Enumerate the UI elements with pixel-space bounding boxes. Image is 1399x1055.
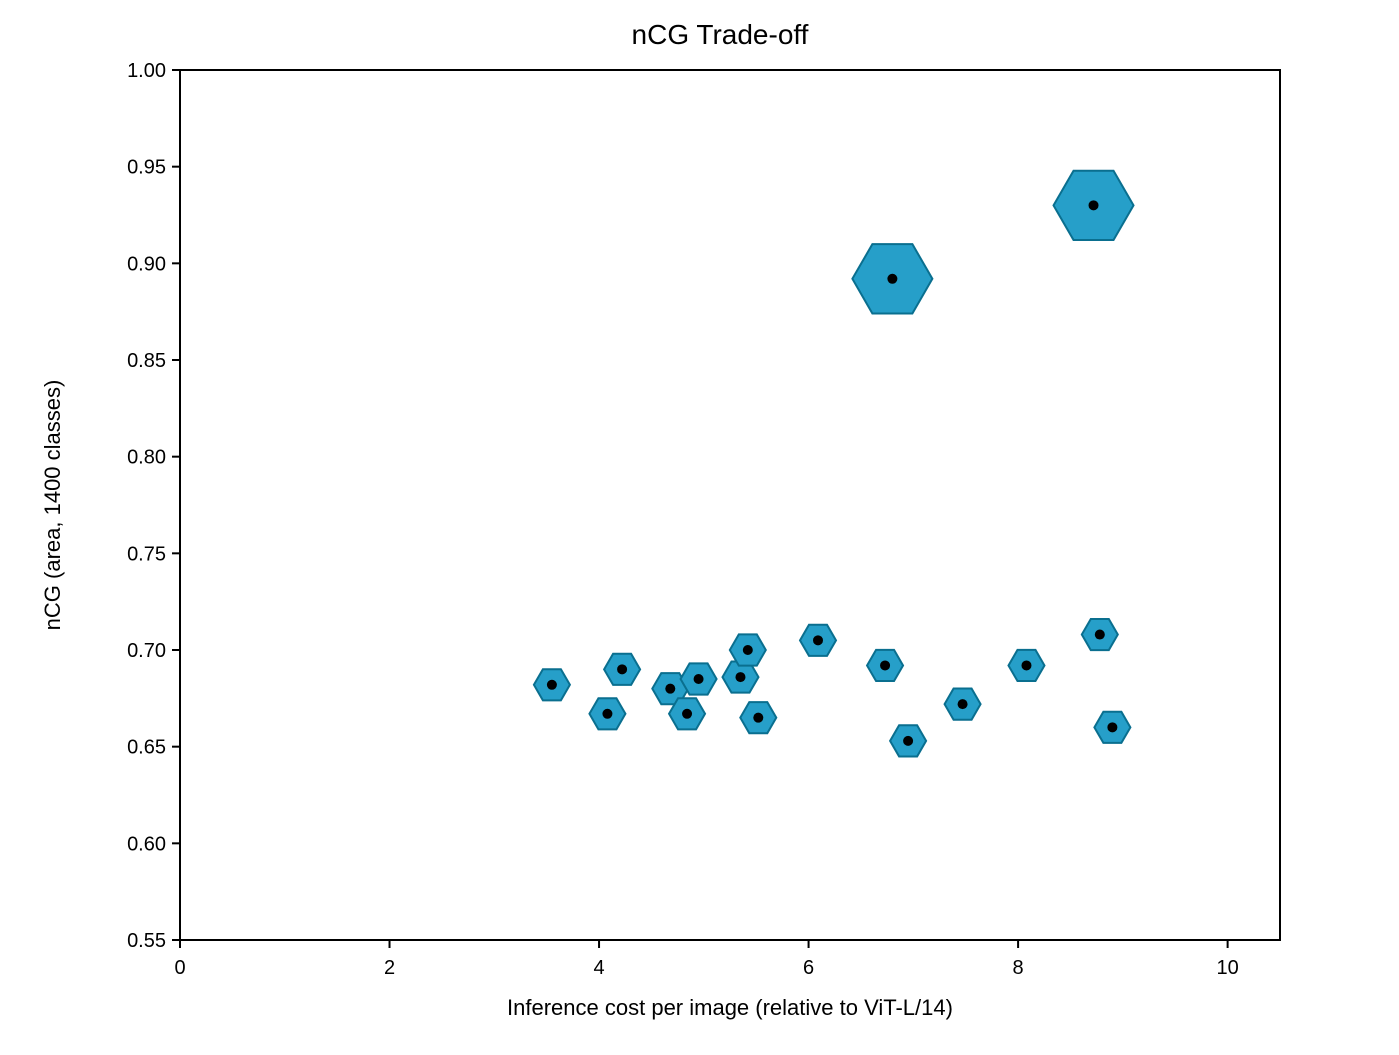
data-point — [867, 650, 903, 681]
y-tick-label: 0.65 — [127, 737, 166, 759]
data-point — [945, 689, 981, 720]
y-ticks: 0.55 0.60 0.65 0.70 0.75 0.80 0.85 0.90 0.95 1.00 — [127, 60, 180, 952]
center-dot-icon — [1021, 660, 1031, 670]
x-tick-label: 8 — [1013, 957, 1024, 979]
y-tick-label: 0.60 — [127, 833, 166, 855]
x-tick-label: 4 — [593, 957, 604, 979]
center-dot-icon — [735, 672, 745, 682]
data-point — [1008, 650, 1044, 681]
center-dot-icon — [694, 674, 704, 684]
data-points — [534, 171, 1134, 757]
y-tick-label: 0.75 — [127, 543, 166, 565]
data-point — [730, 634, 766, 665]
data-point — [669, 698, 705, 729]
data-point — [852, 244, 932, 313]
center-dot-icon — [602, 709, 612, 719]
center-dot-icon — [1107, 722, 1117, 732]
center-dot-icon — [547, 680, 557, 690]
y-tick-label: 0.85 — [127, 350, 166, 372]
data-point — [800, 625, 836, 656]
x-tick-label: 10 — [1216, 957, 1238, 979]
data-point — [890, 725, 926, 756]
y-tick-label: 1.00 — [127, 60, 166, 82]
chart-title: nCG Trade-off — [632, 19, 809, 50]
center-dot-icon — [880, 660, 890, 670]
center-dot-icon — [887, 274, 897, 284]
y-tick-label: 0.55 — [127, 930, 166, 952]
data-point — [604, 654, 640, 685]
data-point — [589, 698, 625, 729]
center-dot-icon — [903, 736, 913, 746]
center-dot-icon — [617, 664, 627, 674]
x-ticks: 0 2 4 6 8 10 — [174, 940, 1238, 979]
y-tick-label: 0.80 — [127, 447, 166, 469]
scatter-chart: nCG Trade-off 0246810 0.550.600.650.700.… — [0, 0, 1399, 1055]
y-tick-label: 0.70 — [127, 640, 166, 662]
data-point — [740, 702, 776, 733]
center-dot-icon — [753, 713, 763, 723]
x-tick-label: 2 — [384, 957, 395, 979]
y-axis-label: nCG (area, 1400 classes) — [40, 380, 65, 631]
center-dot-icon — [1089, 200, 1099, 210]
center-dot-icon — [958, 699, 968, 709]
y-tick-label: 0.95 — [127, 157, 166, 179]
chart-svg: nCG Trade-off 0246810 0.550.600.650.700.… — [0, 0, 1399, 1055]
center-dot-icon — [813, 635, 823, 645]
center-dot-icon — [682, 709, 692, 719]
data-point — [1054, 171, 1134, 240]
x-tick-label: 0 — [174, 957, 185, 979]
data-point — [1094, 712, 1130, 743]
center-dot-icon — [1095, 630, 1105, 640]
data-point — [534, 669, 570, 700]
data-point — [1082, 619, 1118, 650]
center-dot-icon — [743, 645, 753, 655]
x-tick-label: 6 — [803, 957, 814, 979]
data-point — [681, 663, 717, 694]
center-dot-icon — [665, 684, 675, 694]
x-axis-label: Inference cost per image (relative to Vi… — [507, 995, 953, 1020]
y-tick-label: 0.90 — [127, 253, 166, 275]
